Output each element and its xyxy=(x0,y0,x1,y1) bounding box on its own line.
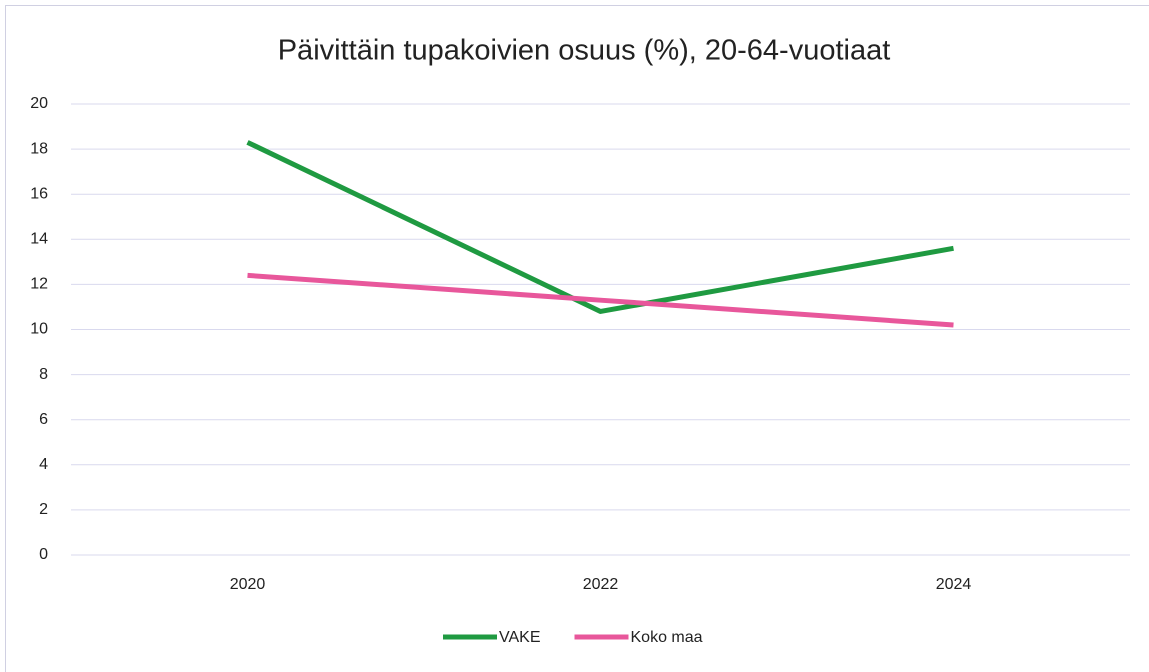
y-tick-label: 10 xyxy=(30,321,48,338)
chart-title: Päivittäin tupakoivien osuus (%), 20-64-… xyxy=(278,35,891,67)
y-tick-label: 4 xyxy=(39,456,48,473)
y-tick-label: 18 xyxy=(30,140,48,157)
series-line xyxy=(247,272,954,328)
y-tick-label: 20 xyxy=(30,95,48,112)
y-tick-label: 16 xyxy=(30,185,48,202)
y-tick-label: 12 xyxy=(30,276,48,293)
y-tick-label: 0 xyxy=(39,546,48,563)
y-tick-label: 2 xyxy=(39,501,48,518)
y-tick-label: 14 xyxy=(30,231,48,248)
series-line xyxy=(246,140,954,314)
x-tick-label: 2020 xyxy=(230,576,266,593)
y-tick-label: 8 xyxy=(39,366,48,383)
x-tick-label: 2024 xyxy=(936,576,972,593)
chart-frame xyxy=(5,5,1149,672)
legend-label: VAKE xyxy=(499,629,541,646)
y-tick-label: 6 xyxy=(39,411,48,428)
x-tick-label: 2022 xyxy=(583,576,619,593)
legend-label: Koko maa xyxy=(631,629,703,646)
